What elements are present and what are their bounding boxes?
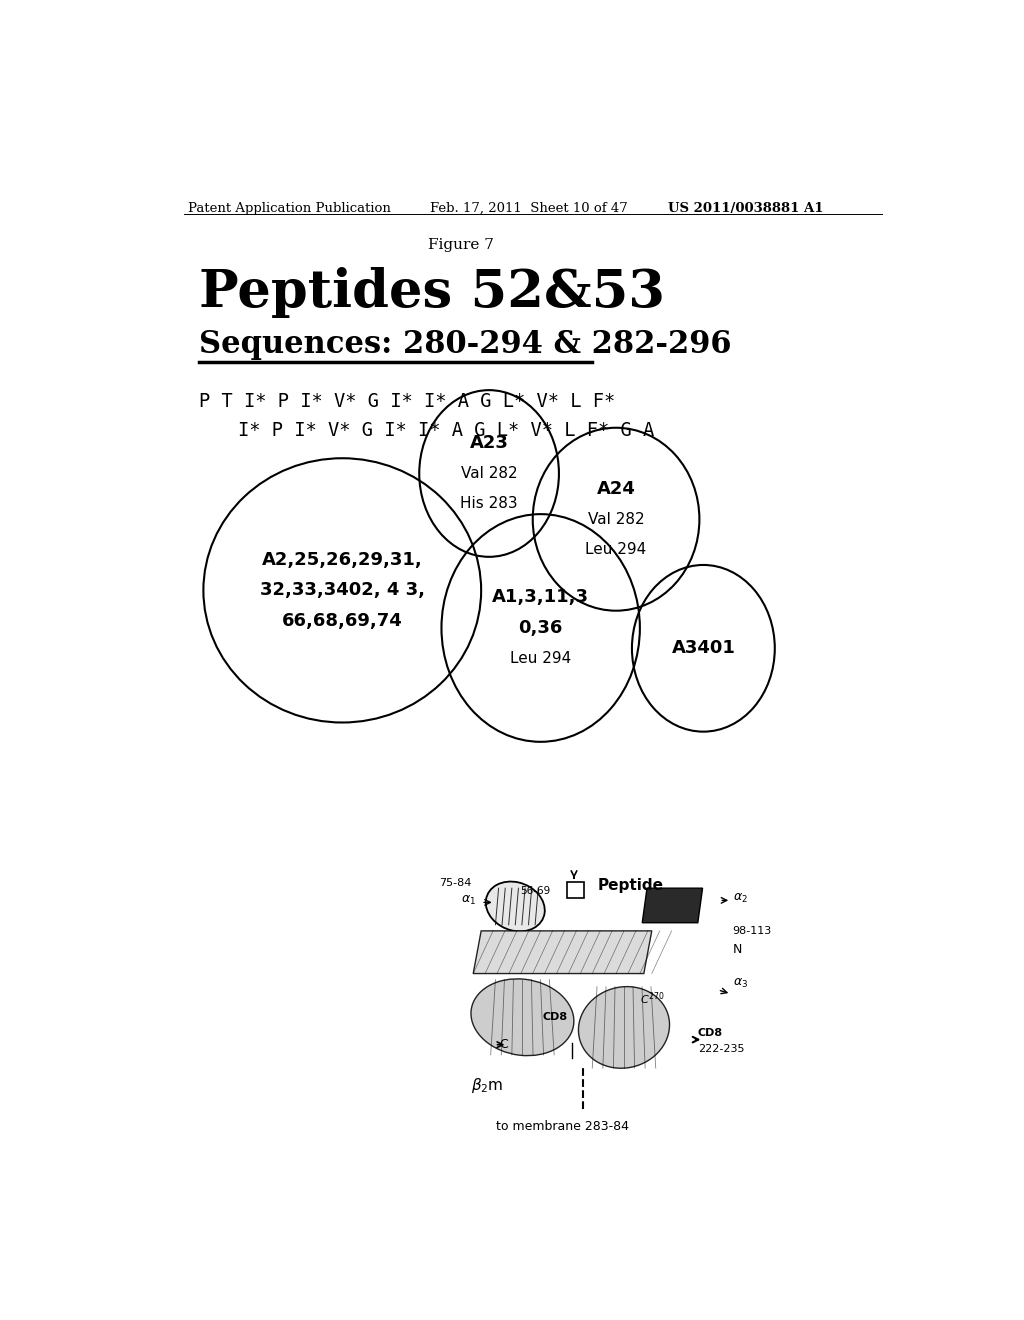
Text: $\alpha_2$: $\alpha_2$ (733, 892, 748, 906)
Text: 222-235: 222-235 (697, 1044, 744, 1053)
Text: CD8: CD8 (697, 1027, 723, 1038)
Text: His 283: His 283 (460, 496, 518, 511)
Ellipse shape (471, 979, 573, 1056)
Text: US 2011/0038881 A1: US 2011/0038881 A1 (668, 202, 823, 215)
Text: Peptide: Peptide (598, 878, 664, 894)
Text: Leu 294: Leu 294 (510, 651, 571, 667)
Ellipse shape (485, 882, 545, 932)
Text: Patent Application Publication: Patent Application Publication (187, 202, 390, 215)
Text: I* P I* V* G I* I* A G L* V* L F* G A: I* P I* V* G I* I* A G L* V* L F* G A (238, 421, 653, 440)
Text: C: C (500, 1039, 508, 1051)
Text: Leu 294: Leu 294 (586, 543, 647, 557)
Text: N: N (733, 942, 742, 956)
Text: 56-69: 56-69 (520, 886, 550, 896)
Polygon shape (473, 931, 652, 974)
Text: Val 282: Val 282 (461, 466, 517, 480)
Text: P T I* P I* V* G I* I* A G L* V* L F*: P T I* P I* V* G I* I* A G L* V* L F* (200, 392, 615, 411)
Text: 32,33,3402, 4 3,: 32,33,3402, 4 3, (260, 581, 425, 599)
Text: $\alpha_3$: $\alpha_3$ (733, 977, 748, 990)
Text: Feb. 17, 2011  Sheet 10 of 47: Feb. 17, 2011 Sheet 10 of 47 (430, 202, 628, 215)
Text: $\beta_2$m: $\beta_2$m (471, 1076, 504, 1094)
Text: A23: A23 (470, 434, 509, 451)
Bar (567, 882, 585, 899)
Polygon shape (642, 888, 702, 923)
Text: 0,36: 0,36 (518, 619, 563, 638)
Text: $\alpha_1$: $\alpha_1$ (461, 894, 475, 907)
Text: 98-113: 98-113 (733, 925, 772, 936)
Text: to membrane 283-84: to membrane 283-84 (497, 1119, 630, 1133)
Text: A3401: A3401 (672, 639, 735, 657)
Text: A1,3,11,3: A1,3,11,3 (493, 589, 589, 606)
Text: 66,68,69,74: 66,68,69,74 (282, 612, 402, 630)
Text: CD8: CD8 (543, 1012, 567, 1022)
Text: A24: A24 (597, 479, 636, 498)
Text: $C^{270}$: $C^{270}$ (640, 991, 665, 1007)
Ellipse shape (579, 986, 670, 1068)
Text: 75-84: 75-84 (439, 878, 472, 888)
Text: Peptides 52&53: Peptides 52&53 (200, 267, 666, 318)
Text: Val 282: Val 282 (588, 512, 644, 527)
Text: Sequences: 280-294 & 282-296: Sequences: 280-294 & 282-296 (200, 329, 732, 360)
Text: A2,25,26,29,31,: A2,25,26,29,31, (262, 550, 423, 569)
Text: Figure 7: Figure 7 (428, 238, 495, 252)
